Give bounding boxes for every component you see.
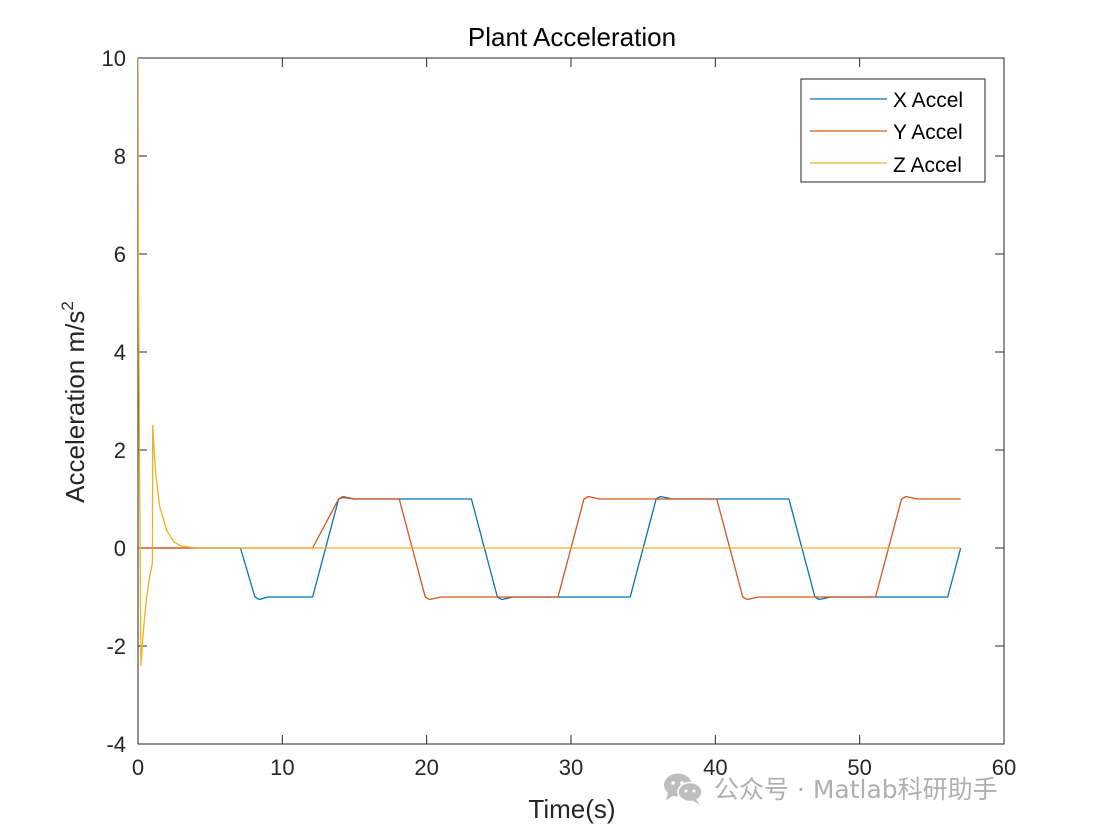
- x-tick-label: 40: [703, 755, 727, 780]
- legend: X Accel Y Accel Z Accel: [800, 78, 986, 183]
- x-tick-label: 50: [847, 755, 871, 780]
- legend-label-x-accel: X Accel: [893, 89, 963, 112]
- x-tick-label: 10: [270, 755, 294, 780]
- series-line-z-accel: [138, 58, 961, 667]
- x-axis-label: Time(s): [528, 794, 615, 824]
- x-tick-label: 0: [132, 755, 144, 780]
- data-lines: [138, 58, 962, 667]
- x-tick-label: 30: [559, 755, 583, 780]
- y-axis-label: Acceleration m/s2: [58, 301, 90, 503]
- legend-label-z-accel: Z Accel: [893, 154, 962, 177]
- y-tick-label: -2: [106, 634, 126, 659]
- series-line-x-accel: [138, 495, 962, 601]
- x-tick-label: 20: [414, 755, 438, 780]
- y-tick-label: 4: [114, 340, 126, 365]
- y-tick-label: -4: [106, 732, 126, 757]
- axis-tick-labels: 0 10 20 30 40 50 60 -4 -2 0 2 4 6 8 10: [102, 46, 1017, 780]
- y-tick-label: 0: [114, 536, 126, 561]
- legend-label-y-accel: Y Accel: [893, 121, 963, 144]
- y-tick-label: 10: [102, 46, 126, 71]
- x-tick-label: 60: [992, 755, 1016, 780]
- y-axis-label-text: Acceleration m/s: [60, 311, 90, 503]
- y-tick-label: 8: [114, 144, 126, 169]
- y-axis-label-superscript: 2: [58, 301, 77, 310]
- chart-title: Plant Acceleration: [468, 22, 676, 52]
- y-tick-label: 6: [114, 242, 126, 267]
- y-tick-label: 2: [114, 438, 126, 463]
